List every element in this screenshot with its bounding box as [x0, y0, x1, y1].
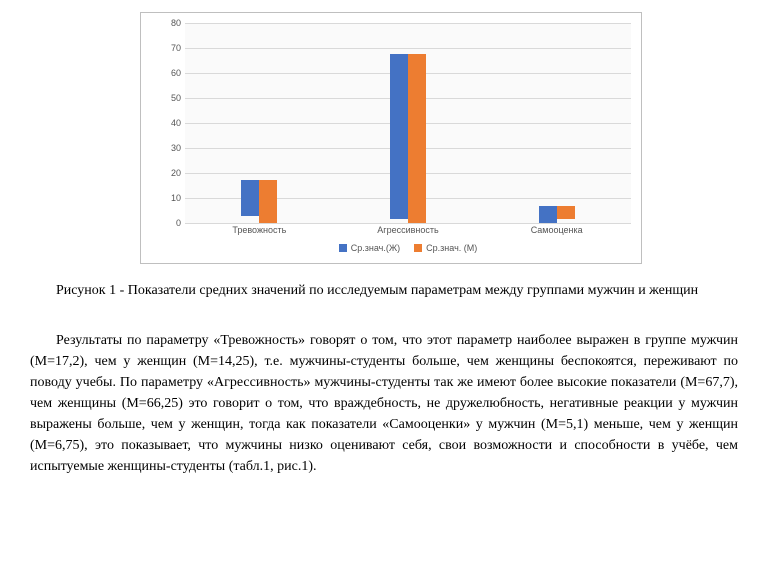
chart-y-tick-label: 50 — [155, 93, 181, 103]
chart-x-tick-label: Тревожность — [185, 225, 334, 239]
figure-caption-text: Рисунок 1 - Показатели средних значений … — [30, 282, 738, 301]
chart-legend-label: Ср.знач.(Ж) — [351, 243, 400, 253]
chart-y-tick-label: 60 — [155, 68, 181, 78]
chart-bar — [259, 180, 277, 223]
chart-plot-area — [185, 23, 631, 223]
chart-x-tick-label: Самооценка — [482, 225, 631, 239]
body-paragraph: Результаты по параметру «Тревожность» го… — [30, 330, 738, 477]
chart-x-tick-label: Агрессивность — [334, 225, 483, 239]
page: ТревожностьАгрессивностьСамооценка Ср.зн… — [0, 0, 768, 576]
chart-y-tick-label: 80 — [155, 18, 181, 28]
chart-gridline — [185, 223, 631, 224]
chart-bar — [557, 206, 575, 219]
chart-legend-item: Ср.знач. (М) — [414, 243, 477, 253]
chart-y-tick-label: 0 — [155, 218, 181, 228]
chart-bar-group — [390, 54, 426, 223]
chart-gridline — [185, 23, 631, 24]
chart-legend-swatch — [339, 244, 347, 252]
chart-y-tick-label: 70 — [155, 43, 181, 53]
chart-container: ТревожностьАгрессивностьСамооценка Ср.зн… — [140, 12, 642, 264]
chart-y-tick-label: 10 — [155, 193, 181, 203]
chart-bar — [539, 206, 557, 223]
chart-legend: Ср.знач.(Ж) Ср.знач. (М) — [185, 243, 631, 253]
chart-bar-group — [539, 206, 575, 223]
chart-bar-group — [241, 180, 277, 223]
chart-y-tick-label: 20 — [155, 168, 181, 178]
chart-y-tick-label: 40 — [155, 118, 181, 128]
chart-legend-item: Ср.знач.(Ж) — [339, 243, 400, 253]
chart-y-tick-label: 30 — [155, 143, 181, 153]
chart-legend-swatch — [414, 244, 422, 252]
chart-legend-label: Ср.знач. (М) — [426, 243, 477, 253]
chart-bar — [408, 54, 426, 223]
chart-gridline — [185, 48, 631, 49]
chart-bar — [390, 54, 408, 220]
chart-bar — [241, 180, 259, 216]
chart-x-axis-labels: ТревожностьАгрессивностьСамооценка — [185, 225, 631, 239]
figure-caption: Рисунок 1 - Показатели средних значений … — [30, 282, 738, 301]
